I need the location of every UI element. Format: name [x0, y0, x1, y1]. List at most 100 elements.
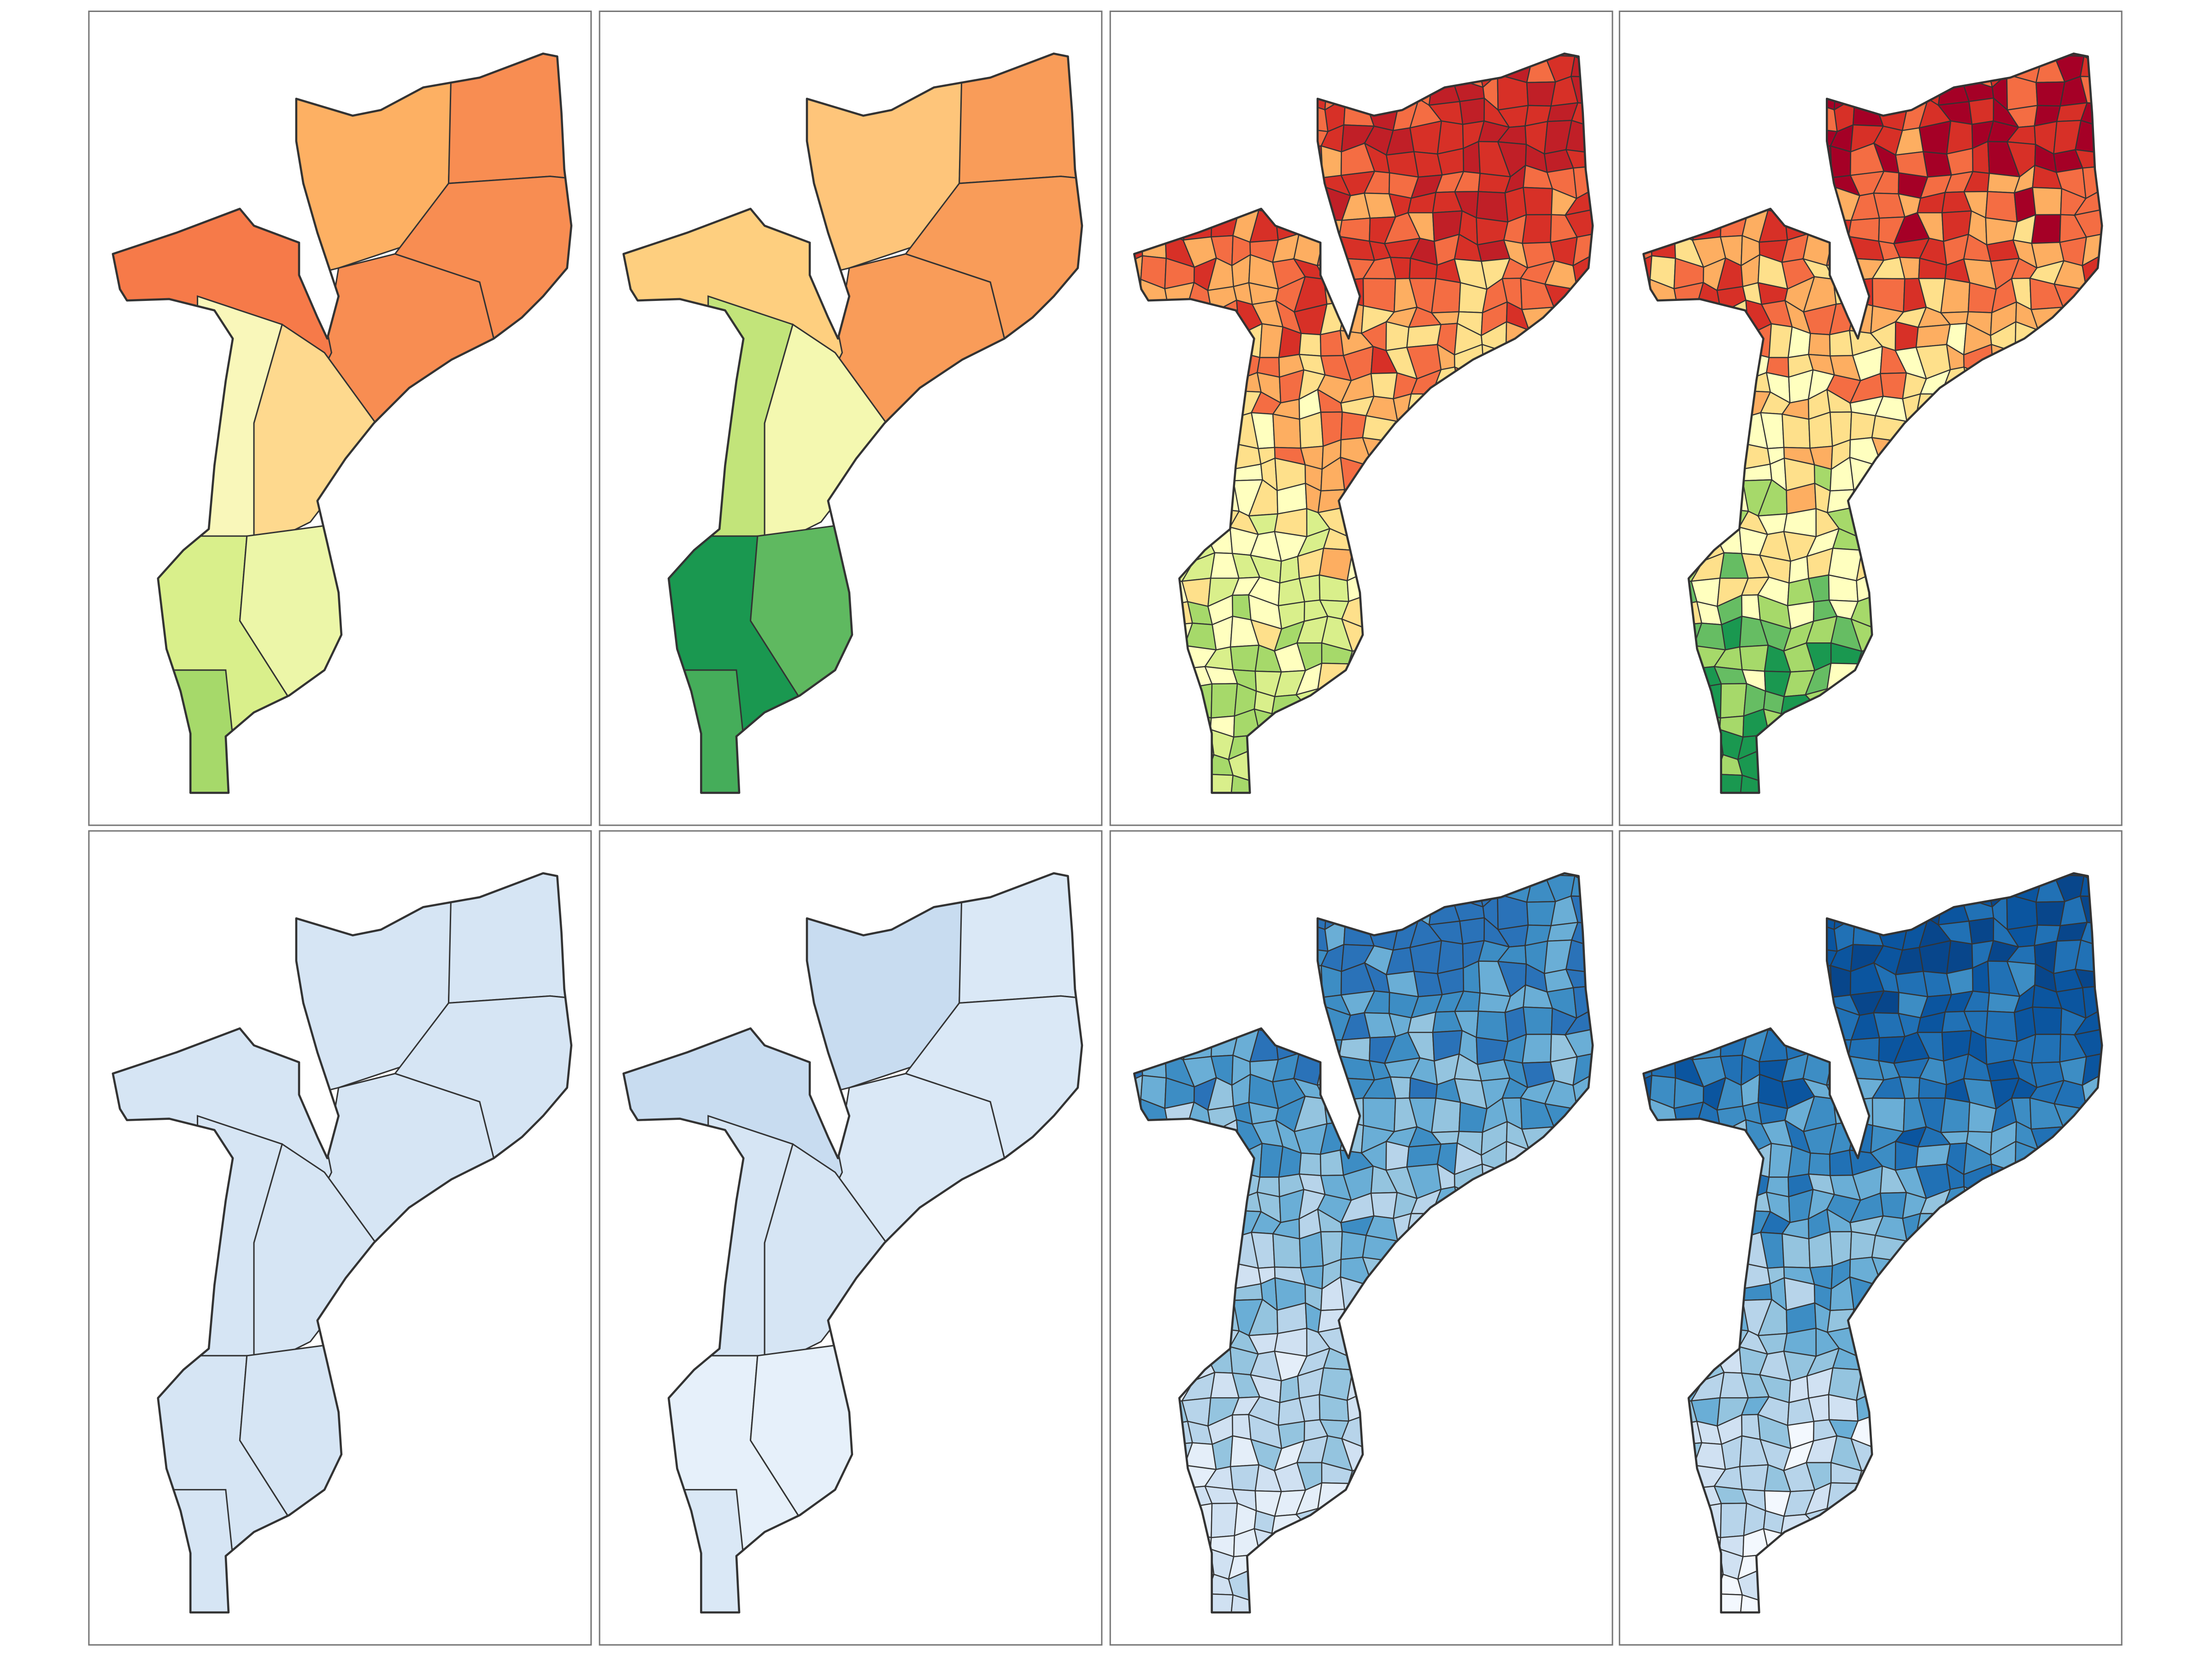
district	[1940, 1097, 1971, 1133]
district	[1299, 1231, 1324, 1269]
district	[2121, 459, 2153, 494]
district	[2031, 214, 2061, 244]
district	[1320, 145, 1342, 178]
district	[2123, 1552, 2147, 1578]
district	[2120, 152, 2149, 176]
district	[1522, 214, 1552, 244]
district	[1715, 1593, 1743, 1612]
district	[2132, 417, 2147, 441]
country-outline	[1642, 53, 2103, 794]
district	[2120, 527, 2153, 549]
district	[1299, 333, 1322, 357]
district	[1564, 209, 1593, 238]
district	[1299, 411, 1324, 449]
district	[2128, 1395, 2153, 1426]
district	[2120, 971, 2149, 996]
country-outline	[622, 872, 1083, 1614]
district	[2123, 732, 2147, 758]
district	[2119, 256, 2147, 282]
district	[1879, 372, 1907, 400]
district	[1915, 1143, 1951, 1168]
district	[1915, 324, 1951, 348]
country-outline	[112, 872, 573, 1614]
district	[1523, 187, 1553, 216]
district	[2032, 1006, 2062, 1035]
district	[1211, 683, 1238, 719]
province	[447, 873, 571, 1004]
district	[1829, 329, 1853, 357]
district	[1232, 1414, 1252, 1440]
district	[1830, 965, 1852, 998]
district	[2124, 30, 2153, 60]
district	[2120, 1464, 2152, 1493]
district	[1385, 321, 1410, 352]
district	[2131, 1421, 2152, 1441]
province	[447, 53, 571, 184]
district	[1230, 774, 1253, 793]
district	[1879, 1192, 1907, 1219]
district	[2124, 547, 2153, 578]
district	[1232, 594, 1252, 621]
district	[1808, 333, 1831, 357]
province	[959, 53, 1082, 184]
district	[2122, 756, 2147, 783]
district	[2123, 1195, 2148, 1223]
district	[2123, 1166, 2148, 1199]
district	[2122, 1599, 2155, 1624]
district	[2123, 326, 2153, 349]
district	[1522, 1034, 1552, 1064]
district	[1206, 773, 1234, 793]
district	[2128, 1619, 2156, 1647]
district	[2122, 1305, 2152, 1332]
district	[2121, 1261, 2152, 1279]
district	[1968, 917, 1994, 945]
district	[2121, 1534, 2144, 1554]
district	[2122, 779, 2155, 805]
district	[1564, 1029, 1593, 1058]
district	[1211, 1502, 1238, 1538]
district	[2073, 209, 2102, 238]
district	[2124, 1367, 2153, 1398]
district	[1894, 321, 1919, 352]
district	[2120, 1328, 2153, 1358]
province	[764, 1143, 893, 1371]
district	[2120, 120, 2149, 153]
district	[2129, 280, 2149, 310]
district	[2129, 1100, 2149, 1130]
district	[1476, 191, 1509, 223]
district	[1739, 1594, 1762, 1612]
province	[764, 323, 893, 552]
district	[2120, 508, 2153, 538]
district	[1370, 372, 1398, 400]
district	[1808, 411, 1833, 449]
district	[1985, 1010, 2018, 1042]
district	[2121, 620, 2152, 645]
district	[2120, 940, 2149, 972]
district	[1476, 1010, 1509, 1042]
district	[1206, 1593, 1234, 1612]
district	[1741, 1414, 1761, 1440]
district	[1720, 683, 1747, 719]
district	[1739, 1464, 1769, 1492]
district	[2128, 800, 2156, 827]
district	[2031, 1034, 2061, 1064]
district	[2124, 850, 2153, 880]
district	[1230, 1594, 1253, 1612]
district	[2122, 485, 2152, 512]
district	[1985, 191, 2018, 223]
district	[1829, 1149, 1853, 1177]
province	[253, 323, 382, 552]
district	[2120, 644, 2152, 673]
district	[2130, 1216, 2147, 1241]
district	[2120, 164, 2155, 191]
district	[1320, 965, 1342, 998]
country-outline	[112, 53, 573, 794]
district	[2122, 1576, 2147, 1603]
district	[2124, 82, 2153, 102]
district	[1370, 1192, 1398, 1219]
district	[2119, 1052, 2148, 1081]
district	[2125, 1007, 2155, 1032]
district	[1739, 644, 1769, 672]
district	[1715, 773, 1743, 793]
